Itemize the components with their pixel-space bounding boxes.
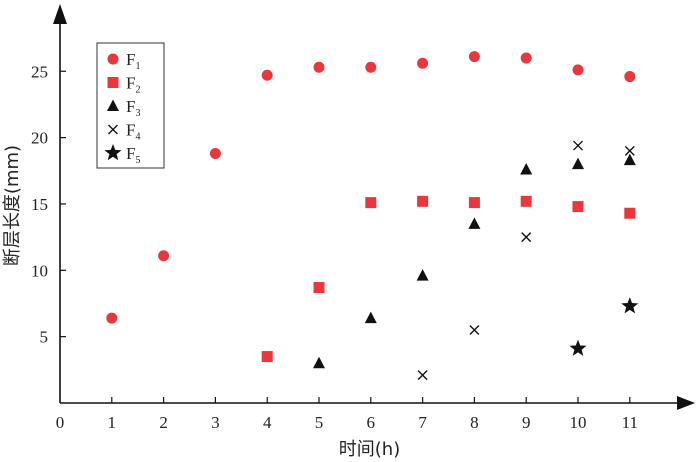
legend-label-f3: F3 <box>126 97 140 119</box>
series-f3 <box>313 153 636 369</box>
x-tick-label: 0 <box>56 413 65 432</box>
data-point-f3 <box>364 311 377 324</box>
data-point-f2 <box>313 282 325 294</box>
legend-label-f4: F4 <box>126 121 140 143</box>
data-point-f3 <box>416 269 429 281</box>
x-tick-label: 10 <box>570 413 587 432</box>
legend-marker-f2 <box>107 77 119 88</box>
y-tick-label: 10 <box>31 261 48 280</box>
x-tick-label: 3 <box>211 413 220 432</box>
data-point-f5 <box>621 297 639 314</box>
data-point-f2 <box>468 197 480 209</box>
tick-labels: 0 1 2 3 4 5 6 7 8 9 10 11 5 10 15 20 25 <box>31 62 638 432</box>
data-point-f4 <box>521 232 532 243</box>
y-tick-label: 20 <box>31 129 48 148</box>
data-point-f1 <box>209 148 221 160</box>
y-tick-label: 25 <box>31 62 48 81</box>
legend-marker-f5 <box>104 144 122 161</box>
x-axis-title: 时间(h) <box>339 439 400 460</box>
data-point-f1 <box>261 69 273 81</box>
data-point-f2 <box>520 195 532 207</box>
legend-marker-f4 <box>108 124 118 135</box>
data-point-f2 <box>624 207 636 219</box>
x-tick-label: 1 <box>108 413 117 432</box>
data-point-f3 <box>313 356 325 369</box>
series-f2 <box>261 195 636 363</box>
data-point-f2 <box>261 351 273 363</box>
data-point-f1 <box>106 312 118 324</box>
data-point-f5 <box>569 339 587 356</box>
data-point-f1 <box>158 250 170 262</box>
data-point-f1 <box>313 61 325 73</box>
y-tick-label: 5 <box>40 328 49 347</box>
series-f5 <box>569 297 639 356</box>
data-point-f1 <box>365 61 377 73</box>
data-points <box>106 51 639 381</box>
data-point-f1 <box>468 51 480 63</box>
x-tick-label: 6 <box>367 413 376 432</box>
data-point-f1 <box>417 57 429 69</box>
data-point-f4 <box>417 370 428 381</box>
x-axis-arrow <box>677 396 695 410</box>
data-point-f2 <box>572 201 584 213</box>
x-tick-label: 8 <box>470 413 479 432</box>
legend-box <box>96 42 165 169</box>
data-point-f2 <box>417 195 429 207</box>
data-point-f1 <box>572 64 584 76</box>
x-tick-label: 9 <box>522 413 531 432</box>
x-tick-label: 7 <box>418 413 427 432</box>
legend-label-f1: F1 <box>126 50 140 72</box>
x-tick-label: 4 <box>263 413 272 432</box>
data-point-f4 <box>624 145 635 156</box>
data-point-f4 <box>573 140 583 151</box>
x-tick-label: 11 <box>622 413 638 432</box>
legend-marker-f3 <box>107 99 119 111</box>
y-axis-arrow <box>53 4 67 24</box>
data-point-f3 <box>623 153 636 166</box>
y-tick-label: 15 <box>31 195 48 214</box>
series-f4 <box>417 140 635 381</box>
data-point-f3 <box>520 162 533 175</box>
x-tick-label: 2 <box>159 413 168 432</box>
legend-label-f5: F5 <box>126 144 140 166</box>
data-point-f3 <box>572 157 584 170</box>
y-axis-title: 断层长度(mm) <box>2 145 23 266</box>
series-f1 <box>106 51 636 324</box>
legend-marker-f1 <box>107 53 119 65</box>
data-point-f4 <box>469 325 480 336</box>
data-point-f2 <box>365 197 377 209</box>
x-tick-label: 5 <box>315 413 324 432</box>
tick-marks <box>60 70 631 403</box>
legend-label-f2: F2 <box>126 74 140 96</box>
data-point-f1 <box>520 52 532 64</box>
data-point-f1 <box>624 71 636 83</box>
data-point-f3 <box>468 217 481 229</box>
